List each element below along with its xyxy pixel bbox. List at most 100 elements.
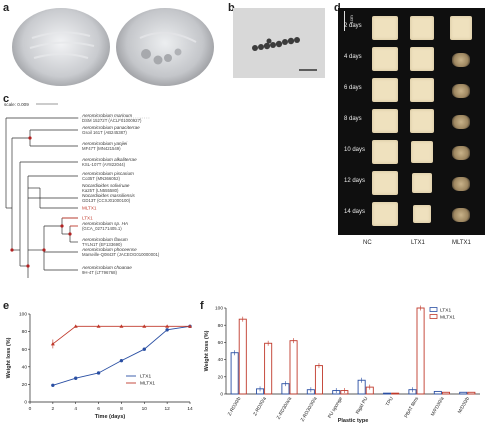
tree-taxon-name: Aeromicrobium panaciterrae (81, 125, 140, 130)
x-tick-label: Z-RD30/b (227, 396, 243, 417)
x-tick-label: M/D30/b (457, 396, 471, 415)
x-tick-label: TPU (385, 396, 395, 408)
tree-taxon-strain: Marseille-Q0843T (JACEOG010000001) (82, 252, 160, 257)
tree-taxon-name: Aeromicrobium marinum (81, 113, 132, 118)
legend-swatch (429, 307, 438, 312)
bar-mltx1 (391, 392, 400, 395)
tree-taxon-strain: DSM 15272T (ACLF01000927) (82, 118, 142, 123)
data-point (142, 347, 146, 351)
panel-letter-c: c (3, 93, 10, 105)
day-label: 4 days (344, 54, 362, 60)
tree-taxon-name: Aeromicrobium choanae (81, 265, 132, 270)
x-tick-label: 6 (97, 406, 100, 412)
panel-letter-e: e (3, 300, 10, 312)
bar-mltx1 (467, 391, 476, 395)
series-line-mltx1 (52, 325, 190, 345)
x-tick-label: PBAT films (403, 395, 420, 419)
x-tick-label: Z-RD30/a (252, 396, 268, 417)
tree-taxon-name: MLTX1 (82, 206, 97, 211)
chart-weight-loss-time: 0 20 40 60 80 100 0 2 4 6 8 10 12 14 Time (days) Weight… (6, 312, 193, 420)
legend-label: MLTX1 (440, 314, 455, 320)
x-tick-label: Z-RD30/30/a (300, 396, 319, 423)
legend-swatch (429, 314, 438, 319)
tree-taxon-name: Aeromicrobium phoceense (81, 247, 137, 252)
bar-mltx1 (289, 340, 298, 395)
cube-nc (372, 202, 398, 226)
cube-ltx1 (412, 173, 432, 193)
data-point (74, 376, 78, 380)
column-label-nc: NC (363, 240, 372, 246)
tree-taxon-strain: Co35T (MN366052) (82, 176, 120, 181)
column-label-ltx1: LTX1 (411, 240, 425, 246)
y-tick-label: 80 (218, 323, 224, 329)
scale-bar (344, 11, 345, 31)
cube-nc (372, 109, 398, 133)
tree-taxon-name: Aeromicrobium alkaliterrae (81, 157, 137, 162)
data-point (165, 328, 169, 332)
cube-ltx1 (410, 78, 434, 102)
data-point (51, 383, 55, 387)
tree-taxon-strain: GD13T (CCXJ01000100) (82, 198, 131, 203)
legend-label: LTX1 (440, 307, 451, 313)
day-label: 2 days (344, 23, 362, 29)
y-tick-label: 40 (22, 364, 28, 370)
tree-taxon-name: Aeromicrobium piscarium (81, 171, 134, 176)
tree-taxon-strain: KSL-107T (AY822044) (82, 162, 126, 167)
tree-taxon-name: Aeromicrobium yanjiei (81, 141, 128, 146)
tree-taxon-name: Aeromicrobium flavum (81, 237, 128, 242)
day-label: 8 days (344, 116, 362, 122)
tree-taxon-name: LTX1 (82, 216, 93, 221)
streak-lines (29, 31, 95, 59)
tree-taxon-strain: TYLN1T (EF133690) (82, 242, 122, 247)
tree-taxon-strain: 9H-4T (LT796768) (82, 270, 118, 275)
data-point (165, 324, 170, 328)
bar-ltx1 (230, 352, 239, 395)
x-tick-label: 14 (187, 406, 193, 412)
legend-label: MLTX1 (140, 381, 155, 387)
x-tick-label: Z-RD30/a/a (276, 396, 294, 421)
legend-label: LTX1 (140, 374, 151, 380)
data-point (119, 324, 124, 328)
y-tick-label: 60 (22, 347, 28, 353)
cube-ltx1 (411, 141, 433, 163)
bar-mltx1 (264, 342, 273, 395)
tree-taxon-name: Nocardioides soliviruae (82, 183, 130, 188)
data-point (73, 324, 78, 328)
x-tick-label: 2 (52, 406, 55, 412)
tree-taxon-strain: Ka25T (LN555580) (82, 188, 119, 193)
day-label: 14 days (344, 209, 366, 215)
panel-letter-d: d (334, 2, 341, 14)
x-tick-label: 4 (74, 406, 77, 412)
cube-nc (372, 47, 398, 71)
bar-mltx1 (416, 307, 425, 395)
x-tick-label: 0 (29, 406, 32, 412)
panel-letter-a: a (3, 2, 10, 14)
bar-ltx1 (459, 391, 468, 395)
y-axis-title: Weight loss (%) (6, 337, 12, 378)
residue-mltx1 (452, 53, 470, 67)
colonies (139, 31, 197, 65)
data-point (142, 324, 147, 328)
microscopy-image (233, 8, 325, 78)
x-axis-title: Time (days) (95, 414, 126, 420)
chart-weight-loss-plastic: 0 20 40 60 80 100 Weight loss (%) Plastic type Z… (204, 305, 480, 424)
data-point (188, 324, 192, 328)
cell-chain (252, 37, 317, 71)
tree-scale-label: scale: 0.009 (4, 102, 29, 107)
panel-letter-b: b (228, 2, 235, 14)
cube-nc (372, 171, 398, 195)
y-tick-label: 100 (215, 306, 223, 312)
day-label: 6 days (344, 85, 362, 91)
tree-taxon-strain: MF47T (MN421549) (82, 146, 121, 151)
cube-mltx1 (450, 16, 472, 40)
bar-mltx1 (441, 391, 450, 395)
x-tick-label: PU sponge (327, 396, 344, 420)
tree-taxon-strain: (GCA_027171405.1) (82, 226, 122, 231)
cube-nc (372, 78, 398, 102)
x-tick-label: 10 (142, 406, 148, 412)
residue-mltx1 (452, 208, 470, 222)
cube-ltx1 (410, 47, 434, 71)
tree-branches (5, 117, 78, 278)
x-axis-title: Plastic type (338, 418, 369, 424)
data-point (96, 324, 101, 328)
